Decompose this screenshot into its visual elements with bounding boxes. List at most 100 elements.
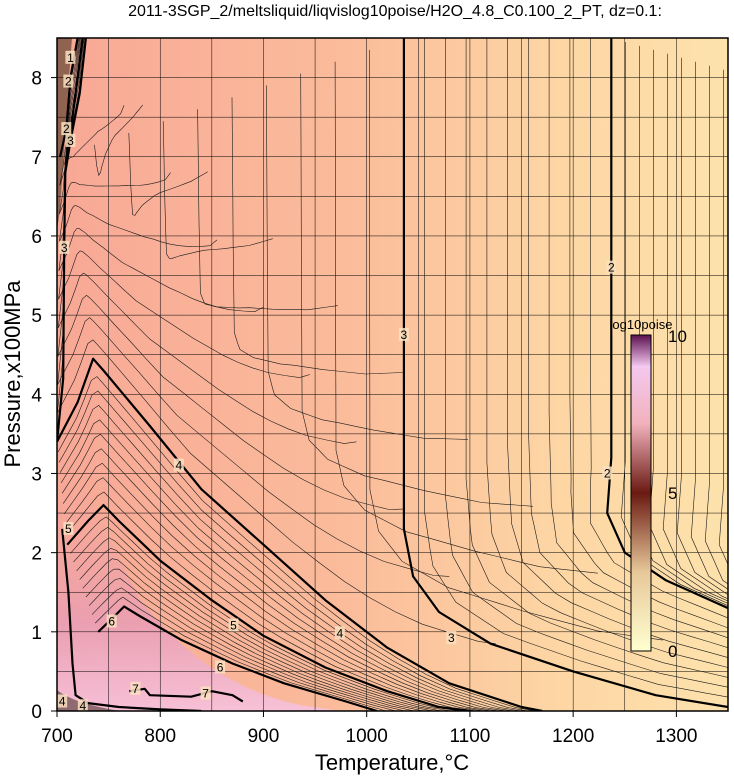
contour-label: 6 bbox=[108, 615, 115, 629]
minor-contour-line bbox=[59, 172, 171, 214]
plot-frame bbox=[56, 37, 729, 712]
major-contours bbox=[57, 38, 728, 711]
colorbar: log10poise 10 5 0 bbox=[610, 317, 687, 661]
contour-line-level-3 bbox=[57, 38, 87, 442]
contour-label: 1 bbox=[67, 51, 74, 65]
minor-contour-line bbox=[718, 69, 728, 566]
y-tick-label: 8 bbox=[31, 69, 42, 90]
contour-label-bg bbox=[59, 240, 70, 254]
minor-contour-line bbox=[61, 433, 507, 711]
minor-contour-line bbox=[231, 97, 403, 375]
minor-contour-line bbox=[57, 339, 496, 644]
contour-label: 2 bbox=[63, 122, 70, 136]
contour-line-level-5 bbox=[61, 528, 202, 711]
x-tick-label: 900 bbox=[248, 726, 280, 747]
contour-line-level-7 bbox=[129, 687, 244, 703]
minor-contour-line bbox=[424, 38, 728, 698]
field-background bbox=[57, 38, 728, 711]
colorbar-gradient bbox=[630, 334, 652, 652]
contour-label-bg bbox=[77, 699, 88, 711]
minor-contour-line bbox=[445, 38, 728, 688]
contour-label-bg bbox=[446, 631, 457, 645]
minor-contour-line bbox=[57, 272, 357, 444]
minor-contour-line bbox=[58, 228, 264, 313]
x-tick-label: 800 bbox=[144, 726, 176, 747]
minor-contour-line bbox=[590, 38, 728, 619]
minor-contour-line bbox=[690, 61, 728, 590]
colorbar-tick-0: 0 bbox=[668, 642, 677, 661]
contour-label: 2 bbox=[608, 261, 615, 275]
contour-label-bg bbox=[61, 122, 72, 136]
y-tick-label: 4 bbox=[31, 385, 42, 406]
contour-line-level-4 bbox=[57, 357, 543, 711]
contour-label-bg bbox=[63, 74, 74, 88]
contour-label-bg bbox=[215, 660, 226, 674]
minor-contour-line bbox=[57, 294, 403, 510]
contour-label-bg bbox=[173, 458, 184, 472]
contour-line-level-3 bbox=[402, 38, 728, 709]
contour-label-bg bbox=[130, 681, 141, 695]
y-tick-label: 2 bbox=[31, 544, 42, 565]
minor-contour-line bbox=[266, 85, 468, 440]
contour-line-level-5 bbox=[64, 38, 84, 165]
x-tick-label: 1000 bbox=[346, 726, 388, 747]
minor-contour-line bbox=[465, 38, 728, 678]
minor-contour-line bbox=[676, 57, 728, 596]
colorbar-tick-5: 5 bbox=[668, 484, 677, 503]
grid bbox=[57, 38, 728, 711]
x-tick-label: 1300 bbox=[655, 726, 697, 747]
minor-contour-line bbox=[76, 537, 443, 711]
contour-label: 7 bbox=[132, 682, 139, 696]
chart-title: 2011-3SGP_2/meltsliquid/liqvislog10poise… bbox=[128, 3, 662, 20]
contour-label-bg bbox=[606, 260, 617, 274]
y-tick-label: 7 bbox=[31, 148, 42, 169]
contour-label: 2 bbox=[604, 466, 611, 480]
contour-label: 6 bbox=[217, 660, 224, 674]
contour-label: 4 bbox=[79, 699, 86, 713]
minor-contour-line bbox=[91, 587, 396, 711]
contour-label-bg bbox=[334, 626, 345, 640]
minor-contour-line bbox=[73, 527, 452, 711]
contour-label: 4 bbox=[175, 459, 182, 473]
minor-contour-line bbox=[70, 516, 461, 711]
contour-label: 5 bbox=[230, 618, 237, 632]
contour-label: 3 bbox=[401, 328, 408, 342]
y-tick-label: 3 bbox=[31, 464, 42, 485]
contour-label-bg bbox=[57, 694, 68, 708]
minor-contour-line bbox=[569, 38, 728, 629]
low-temperature-high-viscosity-region bbox=[57, 460, 340, 711]
contour-label: 3 bbox=[67, 134, 74, 148]
y-axis: 0 1 2 3 4 5 6 7 8 bbox=[31, 69, 57, 723]
minor-contour-line bbox=[334, 61, 598, 574]
minor-contour-line bbox=[94, 104, 143, 177]
contour-label-bg bbox=[200, 686, 211, 700]
contour-label-bg bbox=[63, 521, 74, 535]
minor-contour-line bbox=[60, 419, 514, 711]
x-tick-label: 1100 bbox=[449, 726, 490, 747]
minor-contour-line bbox=[704, 65, 728, 585]
minor-contour-line bbox=[66, 491, 478, 711]
minor-contour-line bbox=[94, 596, 387, 711]
minor-contour-line bbox=[58, 250, 310, 378]
contour-label: 5 bbox=[65, 522, 72, 536]
contour-label-bg bbox=[65, 50, 76, 64]
contour-label: 7 bbox=[202, 687, 209, 701]
minor-contour-line bbox=[79, 547, 433, 711]
contour-label: 4 bbox=[337, 626, 344, 640]
minor-contour-line bbox=[58, 390, 528, 711]
x-tick-label: 700 bbox=[41, 726, 73, 747]
contour-label: 2 bbox=[65, 75, 72, 89]
minor-contour-line bbox=[88, 578, 405, 711]
contour-label: 3 bbox=[61, 241, 68, 255]
contour-label: 4 bbox=[59, 694, 66, 708]
minor-contour-line bbox=[548, 38, 728, 639]
minor-contour-line bbox=[162, 121, 273, 260]
minor-contour-line bbox=[300, 73, 533, 507]
y-tick-label: 0 bbox=[31, 702, 42, 723]
contour-label-bg bbox=[602, 466, 613, 480]
minor-contour-line bbox=[82, 558, 424, 711]
minor-contour-line bbox=[62, 448, 499, 711]
